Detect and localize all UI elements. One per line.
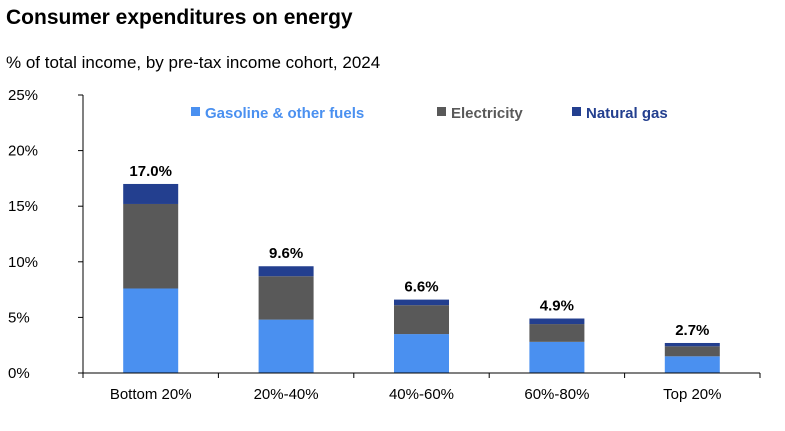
total-labels: 17.0% 9.6% 6.6% 4.9% 2.7% <box>129 163 709 339</box>
x-tick-label: 60%-80% <box>524 386 589 403</box>
bar-segment <box>664 346 720 357</box>
bar-segment <box>394 299 449 306</box>
chart-subtitle: % of total income, by pre-tax income coh… <box>6 53 381 72</box>
y-tick-label: 15% <box>8 198 38 215</box>
bar-segment <box>394 334 449 373</box>
bar-segment <box>123 203 179 289</box>
legend-label: Natural gas <box>586 105 668 122</box>
y-tick-label: 5% <box>8 309 30 326</box>
bar-segment <box>529 341 585 373</box>
legend-label: Gasoline & other fuels <box>205 105 364 122</box>
x-tick-label: 40%-60% <box>389 386 454 403</box>
data-label: 2.7% <box>675 322 709 339</box>
legend-swatch <box>437 107 446 116</box>
data-label: 9.6% <box>269 245 303 262</box>
x-tick-label: Top 20% <box>663 386 721 403</box>
bar-segment <box>529 324 585 342</box>
legend-swatch <box>572 107 581 116</box>
bar-segment <box>258 266 314 277</box>
x-tick-label: Bottom 20% <box>110 386 192 403</box>
legend-label: Electricity <box>451 105 523 122</box>
bar-segment <box>123 183 179 204</box>
y-tick-label: 0% <box>8 365 30 382</box>
bar-segment <box>394 305 449 335</box>
y-tick-label: 10% <box>8 254 38 271</box>
data-label: 17.0% <box>129 163 172 180</box>
data-label: 4.9% <box>540 298 574 315</box>
chart-title: Consumer expenditures on energy <box>6 6 353 29</box>
bar-segment <box>258 276 314 320</box>
bar-segment <box>529 318 585 325</box>
bar-segment <box>664 342 720 347</box>
bar-segment <box>258 319 314 373</box>
legend: Gasoline & other fuels Electricity Natural… <box>191 105 668 122</box>
bar-segment <box>123 288 179 373</box>
x-tick-label: 20%-40% <box>254 386 319 403</box>
y-axis: 0% 5% 10% 15% 20% 25% <box>8 87 84 382</box>
y-tick-label: 20% <box>8 143 38 160</box>
legend-swatch <box>191 107 200 116</box>
x-axis: Bottom 20% 20%-40% 40%-60% 60%-80% Top 20% <box>82 372 761 403</box>
data-label: 6.6% <box>404 279 438 296</box>
bars <box>123 183 720 373</box>
bar-segment <box>664 356 720 373</box>
y-tick-label: 25% <box>8 87 38 104</box>
